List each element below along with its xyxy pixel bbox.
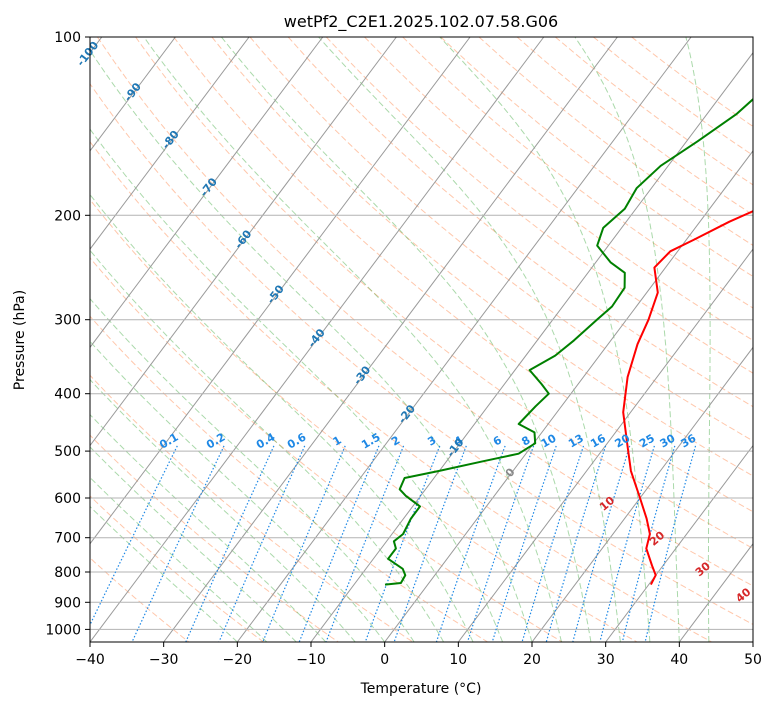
series-layer [384,97,753,586]
moist-adiabat [90,249,445,642]
mixing-ratio-line [545,445,607,642]
x-tick-label: −10 [296,652,326,668]
x-tick-label: 0 [380,652,389,668]
moist-adiabat [318,37,621,642]
mixing-ratio-line [90,445,178,627]
y-tick-label: 900 [54,595,81,611]
dry-adiabat [90,434,339,642]
y-tick-label: 700 [54,531,81,547]
isotherm [384,150,753,642]
y-tick-label: 500 [54,444,81,460]
mixing-ratio-line [262,445,346,642]
plot-frame [89,36,754,643]
isotherm [457,248,753,642]
x-tick-label: 40 [670,652,688,668]
moist-adiabat [685,37,711,642]
mixing-ratio-line [644,445,697,642]
mixing-ratio-line [435,445,506,642]
x-tick-label: −40 [75,652,105,668]
dry-adiabat [96,37,753,587]
x-tick-label: −20 [223,652,253,668]
moist-adiabat [90,49,533,642]
dry-adiabat [90,198,638,642]
mixing-ratio-line [185,445,275,642]
isotherm [752,641,753,642]
mixing-ratio-line [491,445,557,642]
x-tick-label: 20 [523,652,541,668]
x-tick-label: 30 [597,652,615,668]
mixing-ratio-line [572,445,631,642]
y-tick-label: 200 [54,208,81,224]
isotherm [90,37,545,642]
tick-layer: −40 −30 −20 −10 0 10 20 30 40 50 100 200 300 400 500 60… [45,30,762,668]
y-tick-label: 600 [54,491,81,507]
moist-adiabat [90,476,268,642]
mixing-ratio-line [218,445,306,642]
isotherm [310,51,753,642]
isotherm [531,346,753,642]
chart-title: wetPf2_C2E1.2025.102.07.58.G06 [284,12,558,32]
x-tick-label: 10 [449,652,467,668]
isotherm [90,37,471,545]
y-tick-label: 400 [54,387,81,403]
y-tick-label: 800 [54,565,81,581]
dry-adiabat [173,37,753,513]
isotherm [90,37,397,447]
moist-adiabat [574,37,680,642]
plot-background [90,37,753,642]
isotherm [236,37,692,642]
dry-adiabat [90,257,563,642]
moist-adiabat [90,413,327,642]
moist-adiabat [90,193,474,642]
isotherm [90,37,176,152]
mixing-ratio-line [298,445,380,642]
x-axis-label: Temperature (°C) [360,681,482,697]
dry-adiabat [90,83,753,625]
dry-adiabat [90,140,712,642]
mixing-ratio-line [599,445,655,642]
moist-adiabat [221,37,592,642]
temperature-profile [622,210,753,586]
moist-adiabat [90,128,503,642]
isotherm [163,37,618,642]
mixing-ratio-line [131,445,225,642]
mixing-ratio-line [621,445,676,642]
y-axis-label: Pressure (hPa) [12,290,28,390]
x-tick-label: 50 [744,652,762,668]
isotherm [90,37,324,349]
moist-adiabat [90,446,297,642]
mixing-ratio-line [466,445,535,642]
moist-adiabat [90,340,386,642]
y-tick-label: 300 [54,313,81,329]
moist-adiabat [143,37,562,642]
dry-adiabat [135,37,753,550]
grid-layer [90,37,753,642]
moist-adiabat [90,378,356,642]
dewpoint-profile [384,97,753,586]
y-tick-label: 100 [54,30,81,46]
y-tick-label: 1000 [45,622,81,638]
isotherm [605,444,753,642]
x-tick-label: −30 [149,652,179,668]
isotherm [90,37,250,250]
